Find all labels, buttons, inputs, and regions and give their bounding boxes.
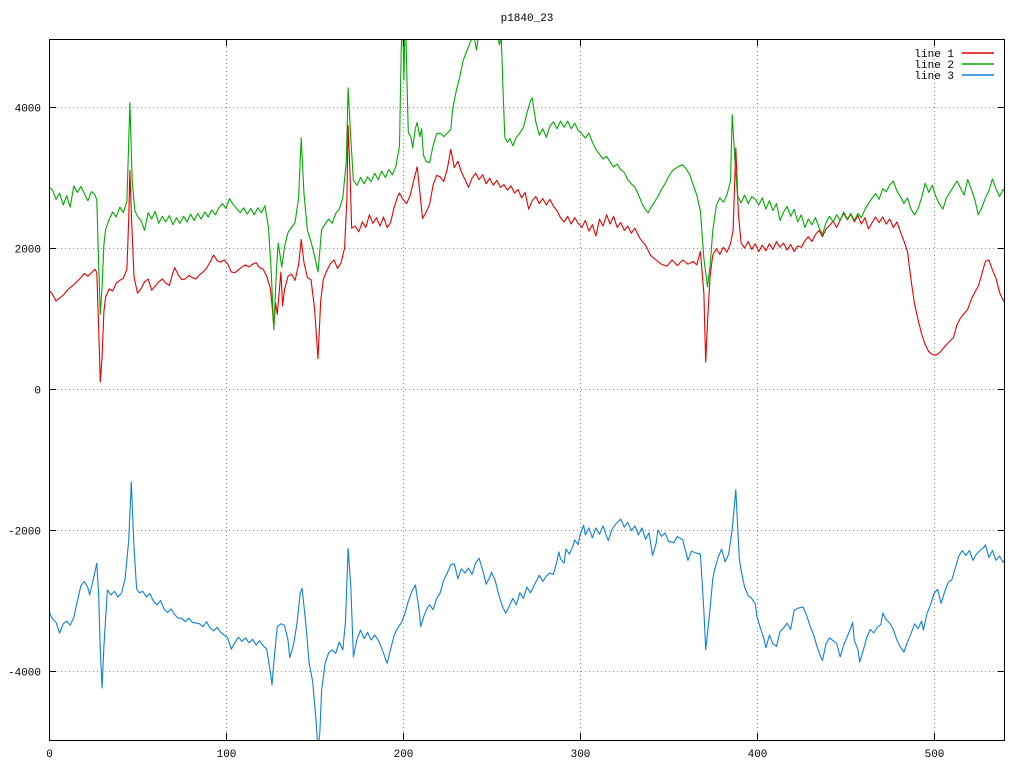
grid-layer — [49, 39, 1005, 740]
chart-title: p1840_23 — [501, 13, 554, 25]
legend-label: line 2 — [914, 60, 954, 72]
x-tick-label: 200 — [394, 749, 414, 761]
x-tick-label: 300 — [571, 749, 591, 761]
y-tick-label: -2000 — [8, 527, 41, 539]
x-tick-label: 400 — [748, 749, 768, 761]
y-tick-label: 2000 — [15, 245, 41, 257]
x-tick-label: 500 — [925, 749, 945, 761]
y-tick-label: 0 — [34, 386, 41, 398]
series-layer — [49, 39, 1005, 740]
series-line-2 — [49, 39, 1005, 331]
y-tick-label: -4000 — [8, 668, 41, 680]
x-tick-label: 0 — [46, 749, 53, 761]
x-tick-label: 100 — [217, 749, 237, 761]
legend-label: line 3 — [914, 71, 954, 83]
series-line-3 — [49, 481, 1005, 740]
series-line-1 — [49, 124, 1005, 383]
tick-layer — [49, 39, 1005, 740]
legend-label: line 1 — [914, 49, 954, 61]
y-tick-label: 4000 — [15, 104, 41, 116]
label-layer: 0 100 200 300 400 500 -4000 -2000 0 2000 4000 — [8, 104, 944, 762]
